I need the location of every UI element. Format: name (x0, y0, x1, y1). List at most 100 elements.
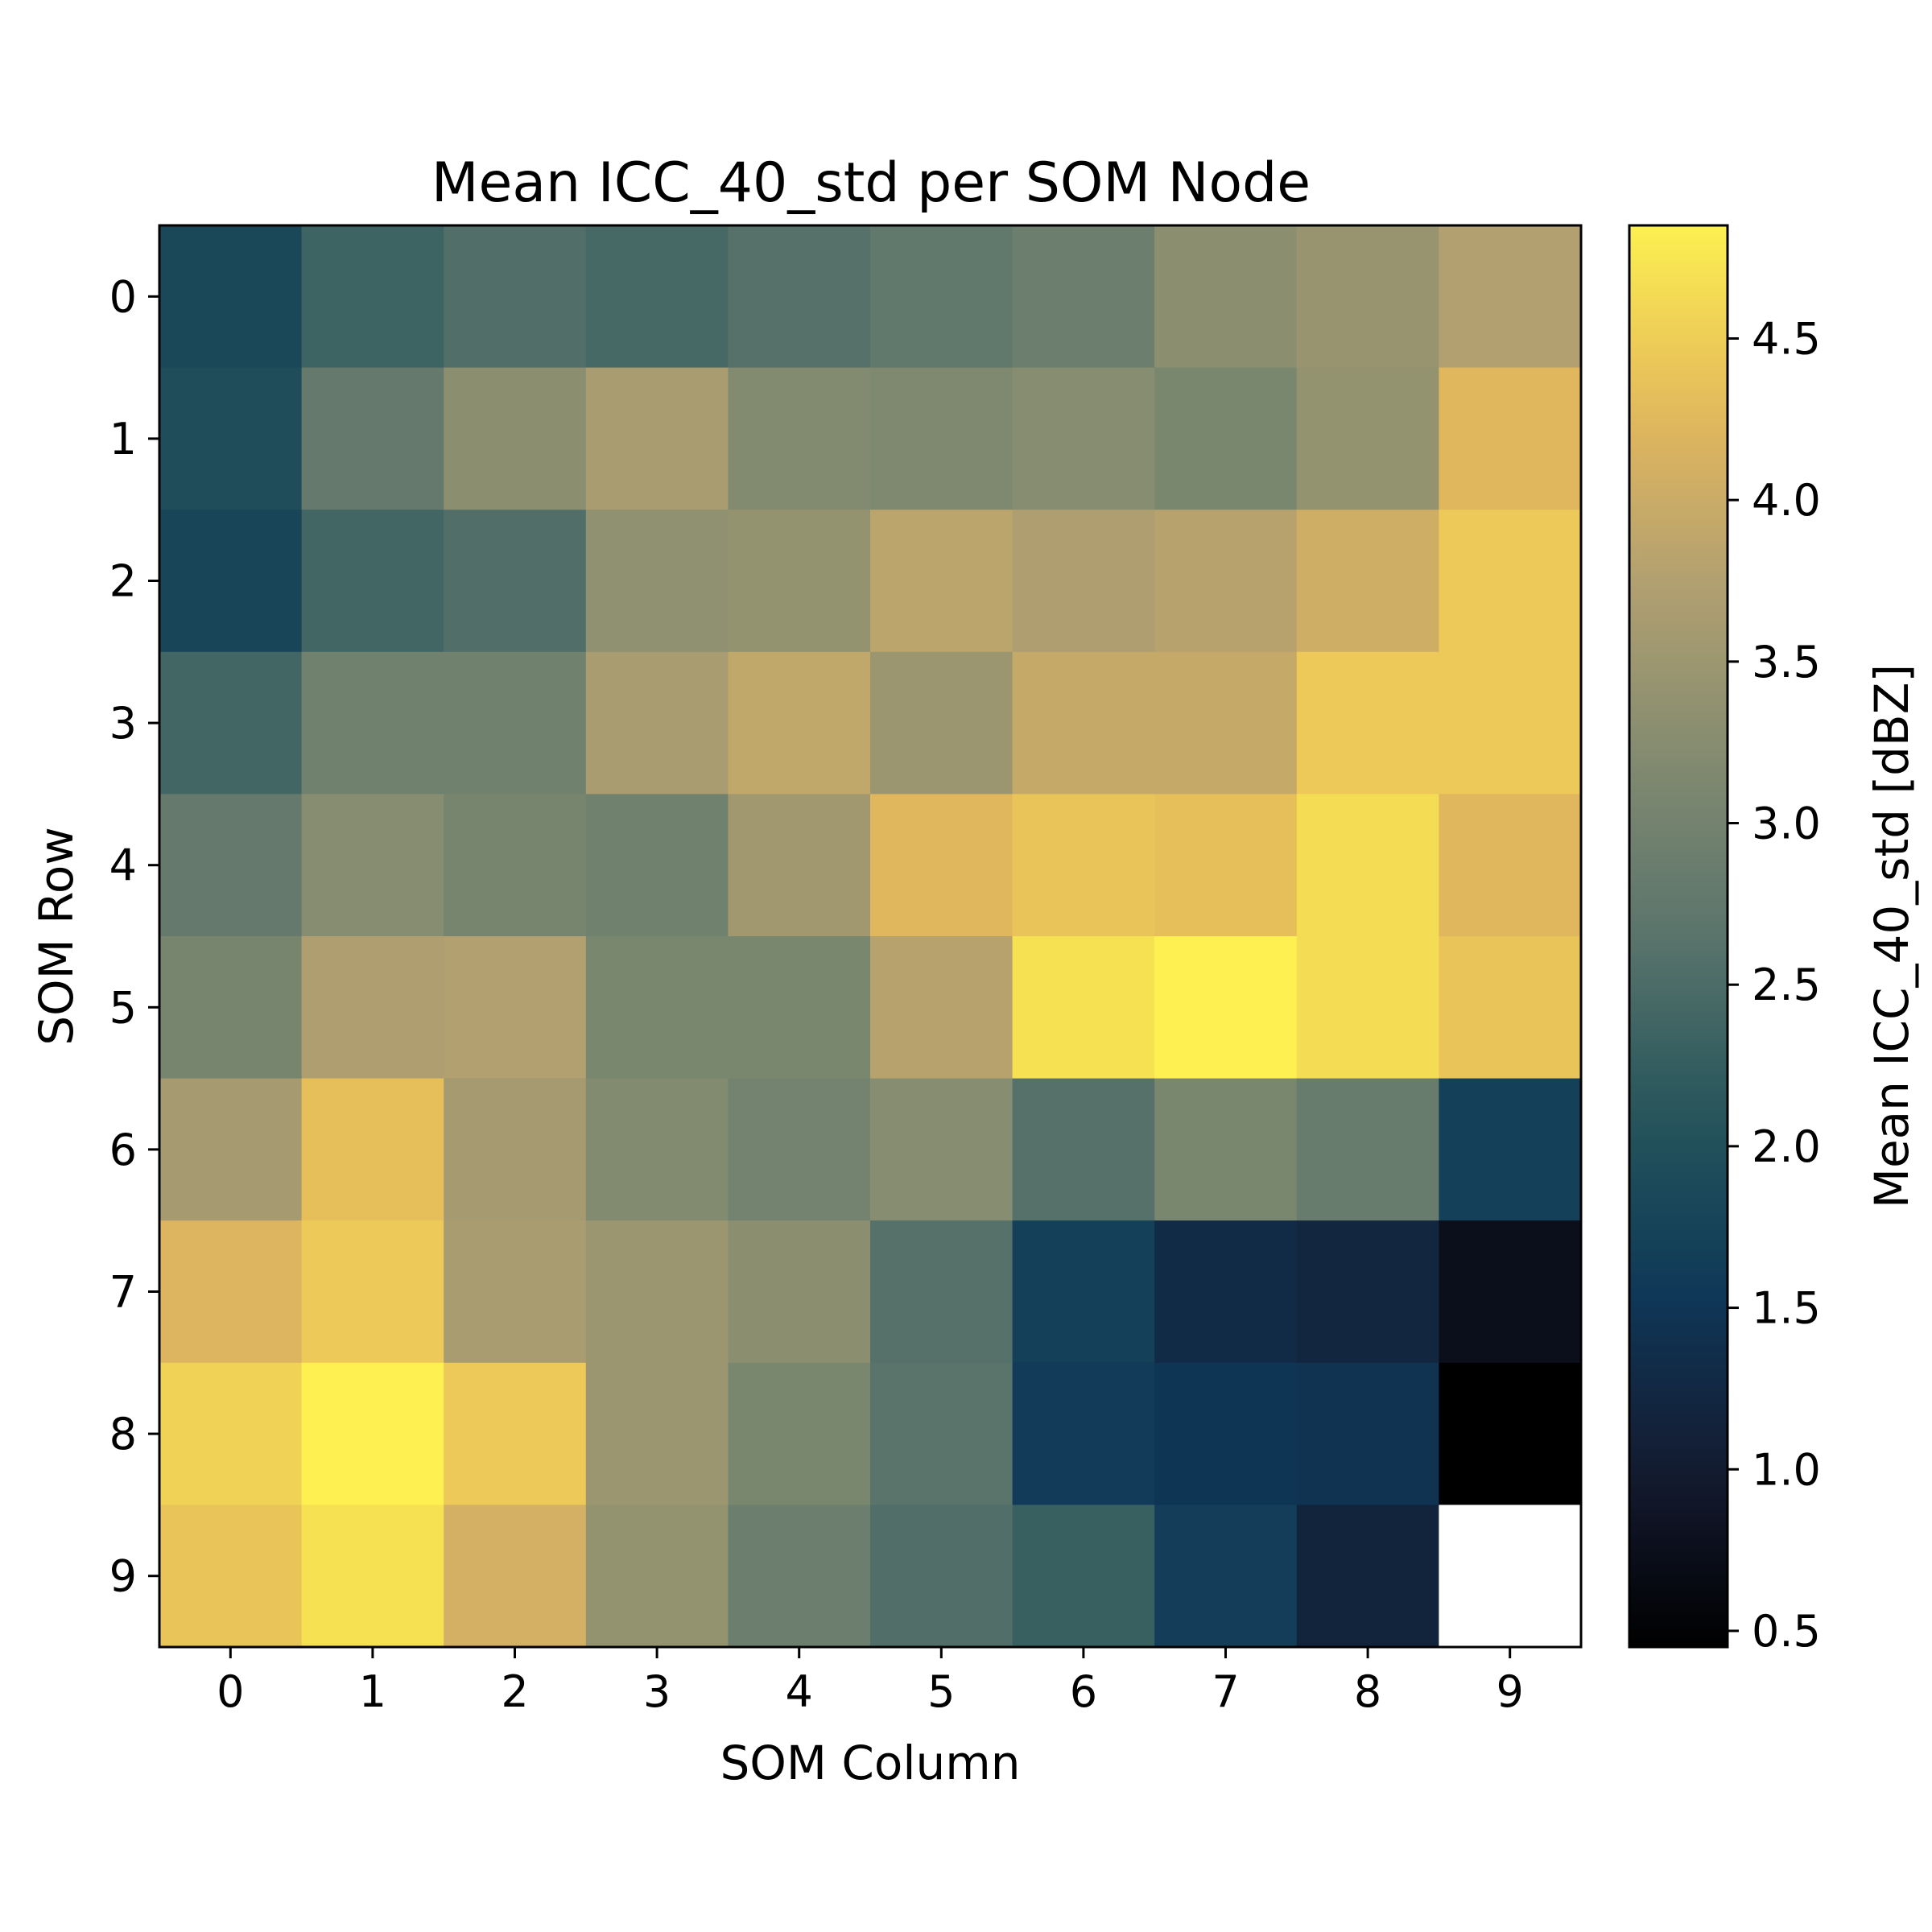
heatmap-cell (585, 1078, 729, 1221)
heatmap-cell (870, 651, 1013, 795)
heatmap-cell (1012, 651, 1155, 795)
heatmap-cell (159, 1220, 303, 1364)
heatmap-cell (870, 1505, 1013, 1648)
heatmap-cell (585, 1505, 729, 1648)
heatmap-cell (1154, 1220, 1298, 1364)
heatmap-cell (444, 1362, 587, 1505)
heatmap-cell (301, 1505, 444, 1648)
heatmap-cell (444, 225, 587, 369)
heatmap-cell (1439, 1220, 1582, 1364)
heatmap-cell (1154, 1505, 1298, 1648)
heatmap-cell (870, 510, 1013, 653)
heatmap-cell (1296, 794, 1439, 937)
x-axis-ticks: 0 1 2 3 4 5 6 7 8 9 (217, 1647, 1524, 1717)
chart-title: Mean ICC_40_std per SOM Node (431, 151, 1311, 215)
heatmap-cell (1012, 1362, 1155, 1505)
heatmap-cell (1012, 794, 1155, 937)
heatmap-cell (870, 1078, 1013, 1221)
heatmap-cell (301, 794, 444, 937)
colorbar-tick-label: 0.5 (1752, 1606, 1821, 1657)
heatmap-cell (870, 794, 1013, 937)
heatmap-cell (728, 1220, 871, 1364)
colorbar-tick-label: 3.0 (1752, 799, 1821, 849)
heatmap-cell (444, 794, 587, 937)
heatmap-cell (444, 1078, 587, 1221)
heatmap-cell (159, 367, 303, 510)
x-tick-label: 4 (786, 1666, 813, 1717)
heatmap-cell (1296, 651, 1439, 795)
heatmap-cell (1012, 367, 1155, 510)
heatmap-cell (1296, 1078, 1439, 1221)
x-tick-label: 9 (1496, 1666, 1524, 1717)
heatmap-cell (1154, 510, 1298, 653)
heatmap-cell (1296, 367, 1439, 510)
heatmap-cell (728, 367, 871, 510)
heatmap-cell (444, 651, 587, 795)
heatmap-cell (870, 1362, 1013, 1505)
heatmap-cell (1154, 225, 1298, 369)
colorbar-ticks: 0.5 1.0 1.5 2.0 2.5 3.0 3.5 4.0 4.5 (1728, 313, 1821, 1657)
x-tick-label: 5 (927, 1666, 955, 1717)
heatmap-cell (159, 936, 303, 1080)
heatmap-cell (159, 1362, 303, 1505)
heatmap-cell (1154, 651, 1298, 795)
heatmap-cell (870, 225, 1013, 369)
heatmap-cell (1439, 651, 1582, 795)
plot-frame (158, 224, 1583, 1649)
y-axis-label: SOM Row (29, 827, 84, 1046)
heatmap-cells (159, 225, 1582, 1648)
heatmap-cell (1439, 367, 1582, 510)
heatmap-cell (585, 510, 729, 653)
heatmap-cell (1154, 1078, 1298, 1221)
heatmap-cell (1439, 1505, 1582, 1648)
heatmap-cell (728, 1362, 871, 1505)
heatmap-cell (301, 936, 444, 1080)
colorbar-tick-label: 2.0 (1752, 1121, 1821, 1172)
heatmap-cell (870, 1220, 1013, 1364)
x-tick-label: 8 (1354, 1666, 1381, 1717)
heatmap-cell (728, 794, 871, 937)
x-tick-label: 0 (217, 1666, 244, 1717)
heatmap-cell (159, 1078, 303, 1221)
y-tick-label: 4 (109, 840, 137, 891)
y-tick-label: 5 (109, 982, 137, 1033)
heatmap-cell (159, 510, 303, 653)
heatmap-cell (1012, 225, 1155, 369)
colorbar-tick-label: 1.0 (1752, 1444, 1821, 1495)
x-axis-label: SOM Column (720, 1736, 1020, 1790)
y-tick-label: 9 (109, 1551, 137, 1602)
heatmap-cell (728, 225, 871, 369)
heatmap-cell (585, 651, 729, 795)
heatmap-cell (301, 1220, 444, 1364)
heatmap-cell (585, 1362, 729, 1505)
heatmap-cell (728, 651, 871, 795)
heatmap-cell (1154, 794, 1298, 937)
heatmap-cell (585, 1220, 729, 1364)
heatmap-cell (728, 936, 871, 1080)
heatmap-cell (585, 225, 729, 369)
y-tick-label: 2 (109, 556, 137, 607)
heatmap-cell (301, 225, 444, 369)
x-tick-label: 3 (643, 1666, 671, 1717)
heatmap-cell (444, 1220, 587, 1364)
heatmap-cell (1439, 510, 1582, 653)
heatmap-cell (1439, 936, 1582, 1080)
colorbar-tick-label: 1.5 (1752, 1283, 1821, 1334)
colorbar-tick-label: 3.5 (1752, 637, 1821, 687)
heatmap-cell (728, 510, 871, 653)
x-tick-label: 7 (1212, 1666, 1239, 1717)
heatmap-cell (444, 367, 587, 510)
heatmap-cell (1296, 510, 1439, 653)
colorbar (1628, 224, 1729, 1649)
heatmap-cell (1296, 936, 1439, 1080)
heatmap-cell (159, 1505, 303, 1648)
heatmap-cell (1439, 1362, 1582, 1505)
heatmap-cell (1296, 1505, 1439, 1648)
heatmap-cell (1012, 1505, 1155, 1648)
colorbar-tick-label: 4.5 (1752, 313, 1821, 364)
y-axis-ticks: 0 1 2 3 4 5 6 7 8 9 (109, 271, 159, 1602)
heatmap-cell (1154, 936, 1298, 1080)
y-tick-label: 7 (109, 1267, 137, 1318)
y-tick-label: 0 (109, 271, 137, 322)
